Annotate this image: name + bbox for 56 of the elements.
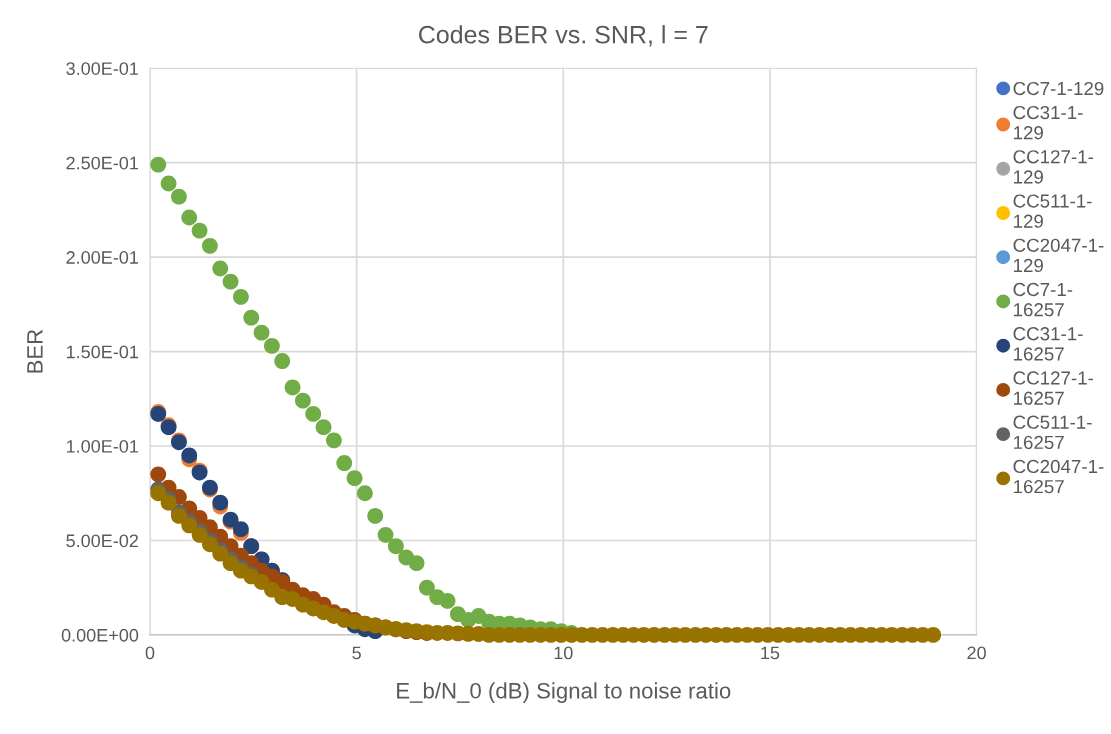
point <box>284 379 301 396</box>
legend-label: CC31-1-16257 <box>1013 327 1083 361</box>
point <box>387 538 404 555</box>
point <box>336 455 353 471</box>
point <box>150 466 167 483</box>
y-axis-title: BER <box>27 329 43 373</box>
point <box>150 156 167 173</box>
point <box>356 485 373 502</box>
point <box>201 237 218 254</box>
point <box>212 494 229 511</box>
legend-label: CC127-1-129 <box>1013 150 1094 184</box>
legend-label: CC7-1-129 <box>1013 81 1104 96</box>
x-tick-label: 15 <box>761 646 780 660</box>
y-tick-label: 0.00E+00 <box>61 628 139 642</box>
point <box>325 432 342 449</box>
y-tick-label: 1.50E-01 <box>66 345 138 359</box>
y-tick-label: 2.00E-01 <box>66 251 138 264</box>
point <box>181 209 198 226</box>
point <box>160 175 177 192</box>
point <box>191 222 208 239</box>
point <box>232 288 249 305</box>
point <box>181 447 198 464</box>
point <box>263 338 280 354</box>
point <box>439 592 456 609</box>
x-tick-label: 10 <box>554 646 573 660</box>
point <box>294 392 311 409</box>
legend-label: CC2047-1-129 <box>1013 238 1104 273</box>
legend-label: CC2047-1-16257 <box>1013 459 1104 494</box>
point <box>346 470 363 487</box>
x-tick-label: 20 <box>967 646 986 660</box>
x-tick-label: 5 <box>352 646 361 660</box>
chart-title: Codes BER vs. SNR, l = 7 <box>419 25 708 47</box>
point <box>315 419 332 436</box>
point <box>274 353 291 369</box>
legend-label: CC31-1-129 <box>1013 105 1083 140</box>
legend-label: CC127-1-16257 <box>1013 371 1094 405</box>
x-tick-label: 0 <box>145 646 155 660</box>
point <box>367 508 384 524</box>
point <box>418 579 435 596</box>
point <box>377 526 394 543</box>
point <box>232 521 249 538</box>
point <box>305 406 322 422</box>
y-tick-label: 3.00E-01 <box>66 62 138 75</box>
point <box>253 324 270 341</box>
y-tick-label: 5.00E-02 <box>66 534 138 548</box>
legend-label: CC511-1-16257 <box>1013 415 1092 450</box>
point <box>222 273 239 290</box>
point <box>408 555 425 572</box>
y-tick-label: 1.00E-01 <box>66 439 138 453</box>
y-tick-label: 2.50E-01 <box>66 156 138 170</box>
legend-label: CC511-1-129 <box>1013 194 1092 228</box>
point <box>212 260 229 277</box>
legend-label: CC7-1-16257 <box>1013 282 1073 317</box>
point <box>171 188 187 205</box>
point <box>243 309 260 326</box>
x-axis-title: E_b/N_0 (dB) Signal to noise ratio <box>397 682 731 704</box>
